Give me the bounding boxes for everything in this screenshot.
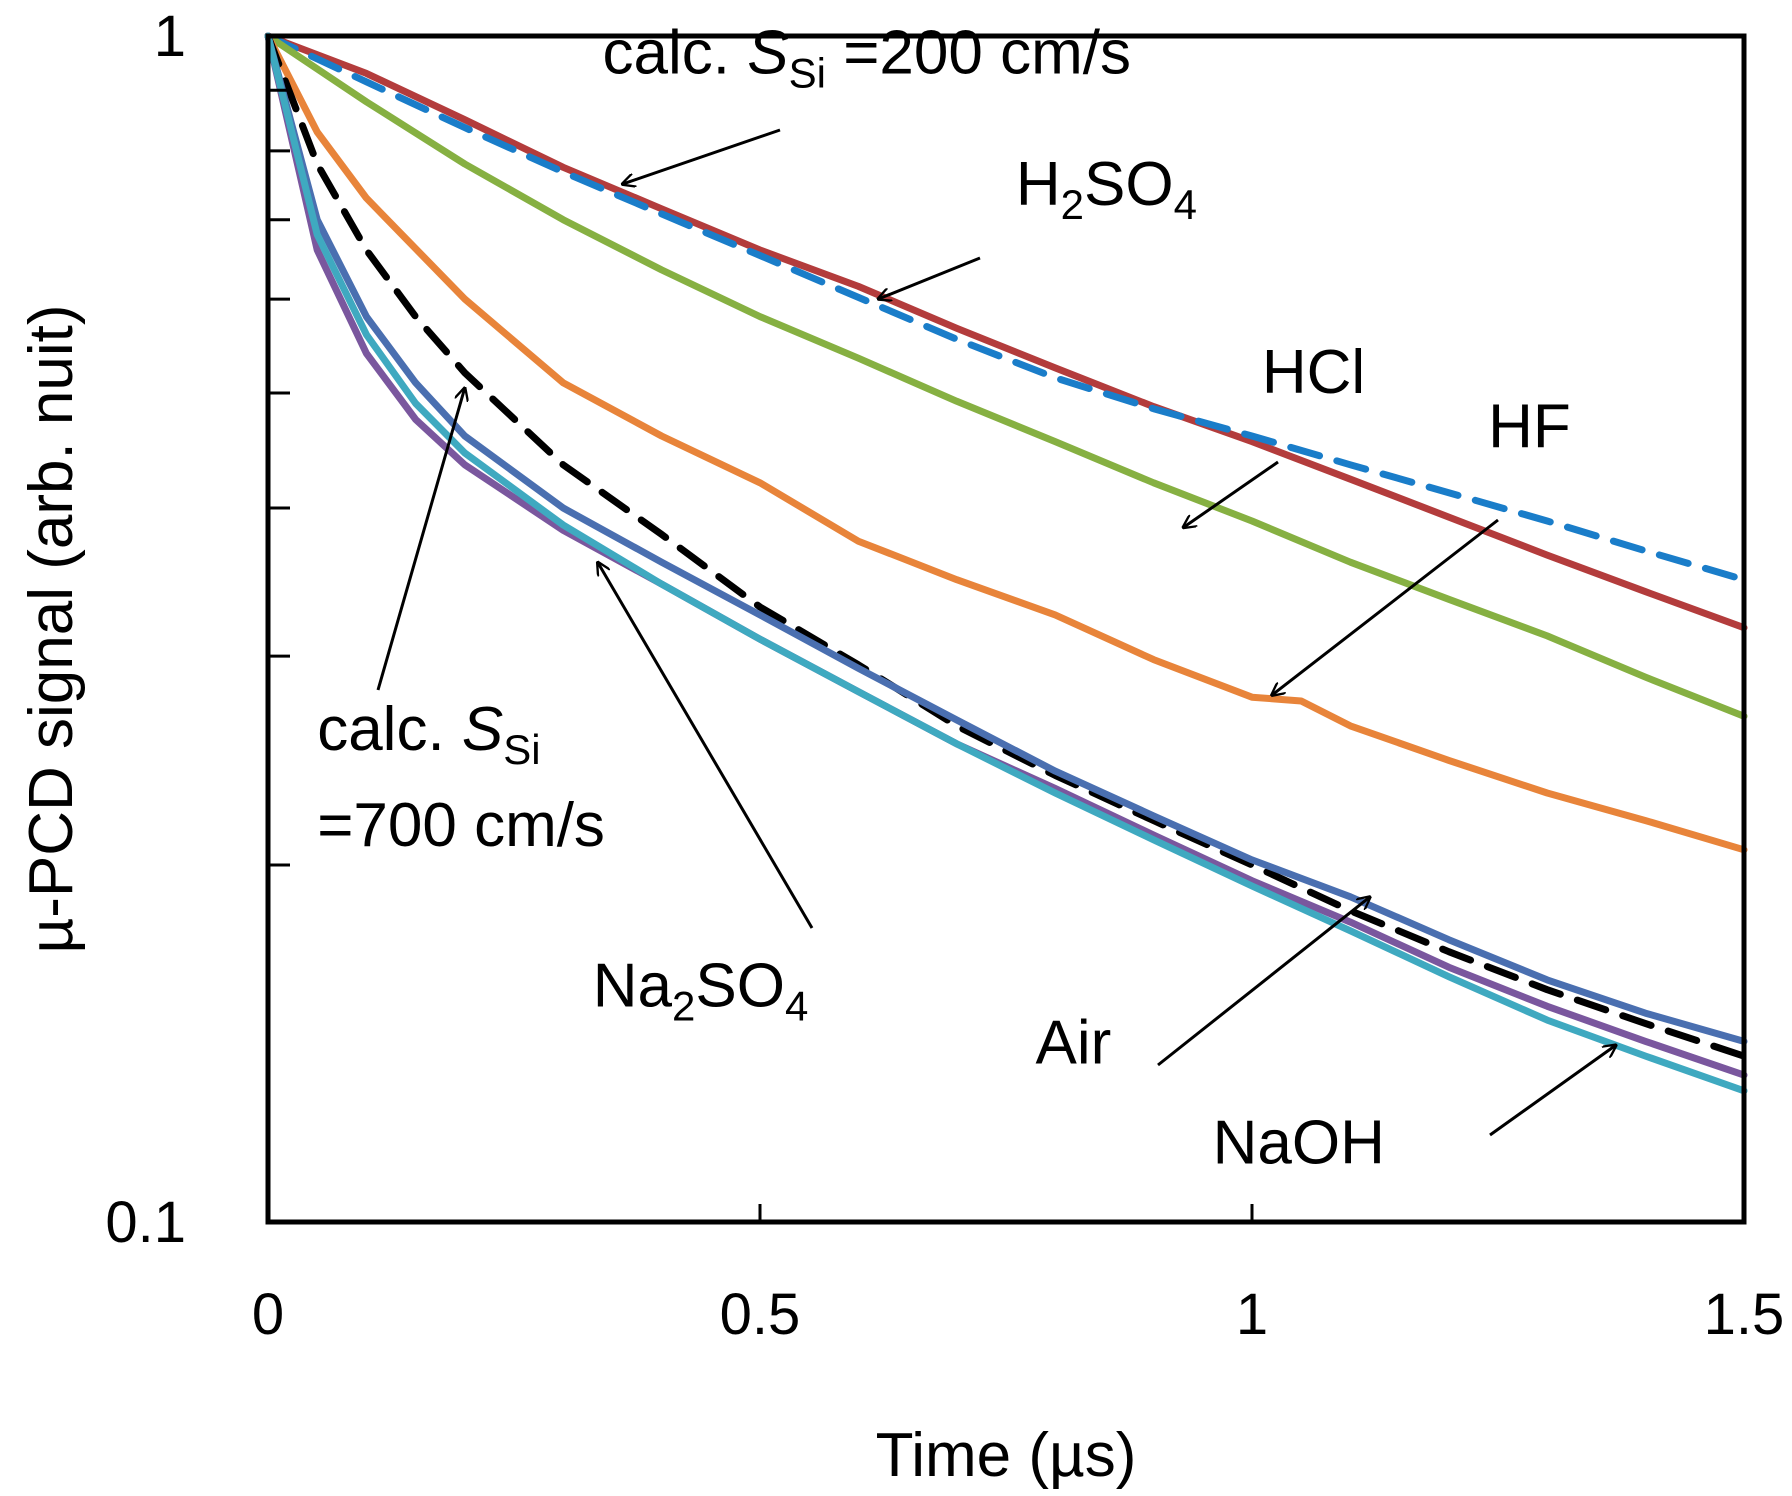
- arrow-layer: [376, 128, 1616, 1137]
- annotation-label-h2so4: H2SO4: [1016, 150, 1197, 228]
- annotation-arrow-calc200: [622, 128, 781, 184]
- annotation-arrow-air: [1157, 897, 1370, 1067]
- series-line-hcl: [264, 32, 1748, 720]
- series-line-air: [264, 32, 1748, 1045]
- annotation-h2so4: H2SO4: [1016, 150, 1197, 228]
- annotation-layer: calc. SSi =200 cm/s H2SO4 HCl HF calc. SSi =7…: [317, 18, 1571, 1177]
- series-line-hf: [264, 32, 1748, 854]
- x-tick-label: 0: [252, 1282, 284, 1347]
- annotation-label-air: Air: [1036, 1009, 1112, 1078]
- x-axis-title: Time (µs): [876, 1421, 1137, 1490]
- annotation-na2so4: Na2SO4: [593, 951, 809, 1029]
- annotation-label-hcl: HCl: [1262, 338, 1365, 407]
- series-line-na2so4: [264, 32, 1748, 1079]
- annotation-arrow-h2so4: [878, 256, 981, 299]
- annotation-arrow-hf: [1272, 518, 1499, 695]
- series-layer: [264, 32, 1748, 1095]
- series-line-h2so4: [264, 32, 1748, 632]
- annotation-label-calc200: calc. SSi =200 cm/s: [603, 18, 1131, 96]
- annotation-label-calc700-line2: =700 cm/s: [317, 791, 605, 860]
- annotation-arrow-na2so4: [598, 562, 814, 929]
- annotation-calc200: calc. SSi =200 cm/s: [603, 18, 1131, 96]
- annotation-arrow-hcl: [1183, 460, 1279, 528]
- y-axis-title: µ-PCD signal (arb. nuit): [17, 304, 86, 953]
- annotation-naoh: NaOH: [1213, 1109, 1385, 1178]
- x-tick-label: 1: [1236, 1282, 1268, 1347]
- annotation-arrow-naoh: [1489, 1045, 1616, 1137]
- annotation-label-naoh: NaOH: [1213, 1109, 1385, 1178]
- x-tick-label: 1.5: [1704, 1282, 1785, 1347]
- annotation-arrow-calc700: [376, 388, 465, 691]
- annotation-calc700: calc. SSi =700 cm/s: [317, 695, 605, 860]
- annotation-label-na2so4: Na2SO4: [593, 951, 809, 1029]
- x-tick-label: 0.5: [720, 1282, 801, 1347]
- tick-layer: 0 0.5 1 1.5 0.1 1: [105, 4, 1784, 1347]
- series-line-calc-s-si-200-cm-s: [264, 32, 1748, 584]
- y-tick-label: 0.1: [105, 1190, 186, 1255]
- annotation-hcl: HCl: [1262, 338, 1365, 407]
- plot-frame: [265, 33, 1747, 1225]
- annotation-air: Air: [1036, 1009, 1112, 1078]
- y-tick-label: 1: [154, 4, 186, 69]
- series-line-naoh: [264, 32, 1748, 1095]
- annotation-label-calc700: calc. SSi: [317, 695, 540, 773]
- annotation-label-hf: HF: [1488, 392, 1571, 461]
- annotation-hf: HF: [1488, 392, 1571, 461]
